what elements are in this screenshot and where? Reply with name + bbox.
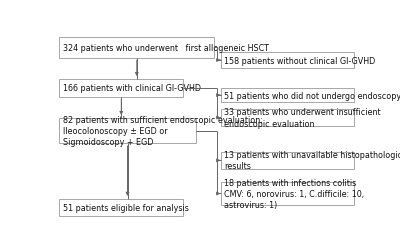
FancyBboxPatch shape — [220, 110, 354, 126]
Text: 18 patients with infections colitis
CMV: 6, norovirus: 1, C.difficile: 10,
astro: 18 patients with infections colitis CMV:… — [224, 178, 364, 209]
FancyBboxPatch shape — [220, 88, 354, 103]
Text: 33 patients who underwent insufficient
endoscopic evaluation: 33 patients who underwent insufficient e… — [224, 108, 381, 128]
Text: 166 patients with clinical GI-GVHD: 166 patients with clinical GI-GVHD — [63, 84, 201, 93]
Text: 51 patients eligible for analysis: 51 patients eligible for analysis — [63, 203, 189, 212]
Text: 324 patients who underwent   first allogeneic HSCT: 324 patients who underwent first allogen… — [63, 44, 269, 53]
FancyBboxPatch shape — [59, 199, 183, 216]
FancyBboxPatch shape — [59, 118, 196, 144]
FancyBboxPatch shape — [220, 53, 354, 69]
FancyBboxPatch shape — [59, 38, 214, 58]
Text: 51 patients who did not undergo endoscopy: 51 patients who did not undergo endoscop… — [224, 91, 400, 100]
FancyBboxPatch shape — [220, 152, 354, 169]
FancyBboxPatch shape — [59, 80, 183, 97]
Text: 13 patients with unavailable histopathologic
results: 13 patients with unavailable histopathol… — [224, 151, 400, 171]
Text: 158 patients without clinical GI-GVHD: 158 patients without clinical GI-GVHD — [224, 56, 376, 65]
FancyBboxPatch shape — [220, 182, 354, 205]
Text: 82 patients with sufficient endoscopic evaluation;
Ileocolonoscopy ± EGD or
Sigm: 82 patients with sufficient endoscopic e… — [63, 116, 263, 147]
